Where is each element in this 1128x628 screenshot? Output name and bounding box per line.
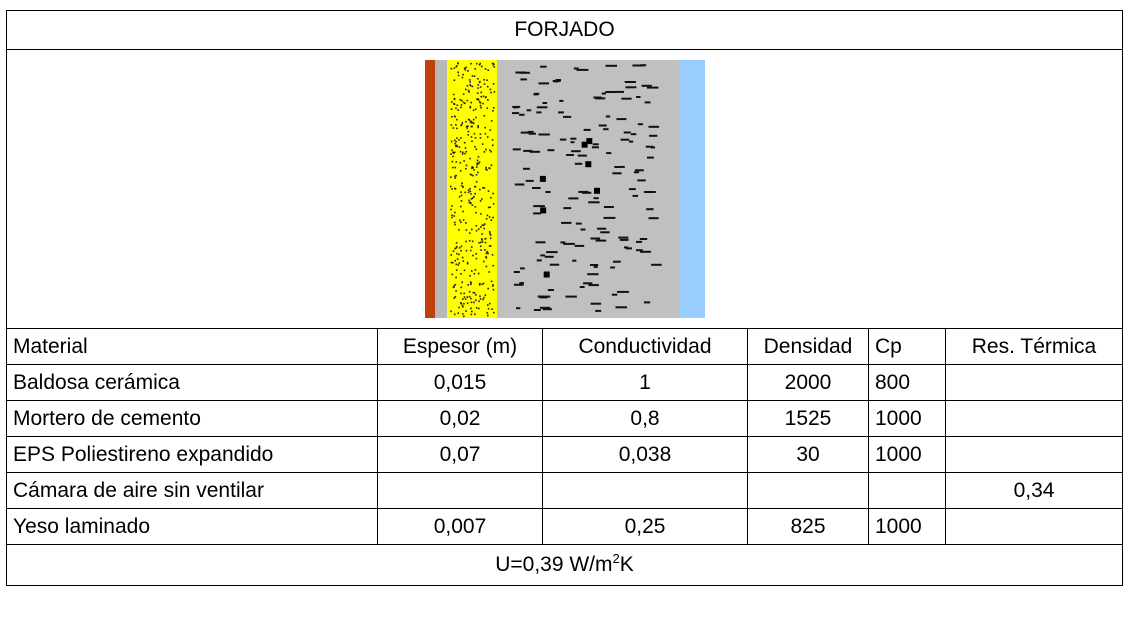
forjado-sheet: FORJADO Material Espesor (m) Conductivid… xyxy=(6,10,1123,628)
densidad-cell: 1525 xyxy=(747,400,869,437)
layer-band xyxy=(434,60,447,318)
res-termica-cell xyxy=(945,400,1123,437)
densidad-cell: 2000 xyxy=(747,364,869,401)
cp-cell: 1000 xyxy=(868,400,946,437)
header-res-termica: Res. Térmica xyxy=(945,328,1123,365)
layer-section-figure xyxy=(420,60,710,318)
layer-band xyxy=(424,60,435,318)
conductividad-cell: 1 xyxy=(542,364,748,401)
res-termica-cell xyxy=(945,436,1123,473)
figure-row xyxy=(6,49,1123,329)
layer-band xyxy=(678,60,705,318)
densidad-cell xyxy=(747,472,869,509)
espesor-cell: 0,007 xyxy=(377,508,543,545)
conductividad-cell: 0,25 xyxy=(542,508,748,545)
dash-texture xyxy=(511,64,662,312)
material-cell: Cámara de aire sin ventilar xyxy=(6,472,378,509)
espesor-cell: 0,07 xyxy=(377,436,543,473)
u-value-cell: U=0,39 W/m2K xyxy=(6,544,1123,586)
header-row: Material Espesor (m) Conductividad Densi… xyxy=(6,328,1123,365)
table-title: FORJADO xyxy=(6,10,1123,50)
header-cp: Cp xyxy=(868,328,946,365)
espesor-cell xyxy=(377,472,543,509)
header-espesor: Espesor (m) xyxy=(377,328,543,365)
title-row: FORJADO xyxy=(6,10,1123,50)
conductividad-cell: 0,8 xyxy=(542,400,748,437)
layer-section-svg xyxy=(424,60,705,318)
conductividad-cell xyxy=(542,472,748,509)
header-densidad: Densidad xyxy=(747,328,869,365)
material-cell: Baldosa cerámica xyxy=(6,364,378,401)
cp-cell: 1000 xyxy=(868,508,946,545)
espesor-cell: 0,02 xyxy=(377,400,543,437)
densidad-cell: 825 xyxy=(747,508,869,545)
table-row: Yeso laminado 0,007 0,25 825 1000 xyxy=(6,508,1123,545)
table-row: Baldosa cerámica 0,015 1 2000 800 xyxy=(6,364,1123,401)
footer-row: U=0,39 W/m2K xyxy=(6,544,1123,586)
u-value-prefix: U=0,39 W/m xyxy=(495,553,613,576)
material-cell: Yeso laminado xyxy=(6,508,378,545)
res-termica-cell xyxy=(945,364,1123,401)
espesor-cell: 0,015 xyxy=(377,364,543,401)
table-row: Mortero de cemento 0,02 0,8 1525 1000 xyxy=(6,400,1123,437)
layer-band xyxy=(496,60,679,318)
u-value-suffix: K xyxy=(619,553,634,576)
header-material: Material xyxy=(6,328,378,365)
densidad-cell: 30 xyxy=(747,436,869,473)
conductividad-cell: 0,038 xyxy=(542,436,748,473)
header-conductividad: Conductividad xyxy=(542,328,748,365)
material-cell: EPS Poliestireno expandido xyxy=(6,436,378,473)
table-row: EPS Poliestireno expandido 0,07 0,038 30… xyxy=(6,436,1123,473)
figure-cell xyxy=(6,49,1123,329)
material-cell: Mortero de cemento xyxy=(6,400,378,437)
res-termica-cell: 0,34 xyxy=(945,472,1123,509)
dot-texture xyxy=(449,62,495,318)
u-value-superscript: 2 xyxy=(612,551,620,566)
forjado-table: FORJADO Material Espesor (m) Conductivid… xyxy=(6,10,1123,586)
table-row: Cámara de aire sin ventilar 0,34 xyxy=(6,472,1123,509)
cp-cell: 800 xyxy=(868,364,946,401)
cp-cell: 1000 xyxy=(868,436,946,473)
cp-cell xyxy=(868,472,946,509)
res-termica-cell xyxy=(945,508,1123,545)
